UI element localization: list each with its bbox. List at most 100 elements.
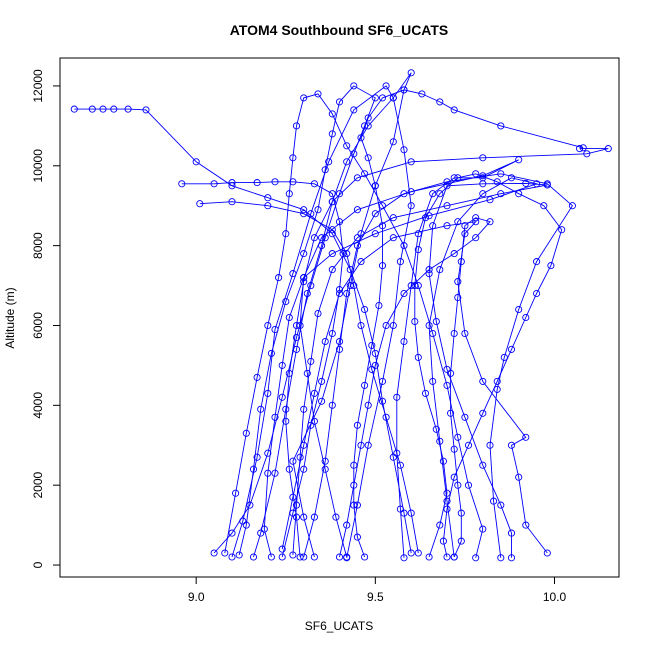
data-point xyxy=(547,262,555,270)
series-line xyxy=(213,85,376,556)
data-point xyxy=(228,198,236,206)
data-point xyxy=(389,234,397,242)
data-point xyxy=(282,297,290,306)
x-tick-label: 9.5 xyxy=(367,590,384,604)
data-point xyxy=(479,409,487,417)
data-point xyxy=(350,106,358,114)
data-point xyxy=(479,190,487,198)
data-point xyxy=(389,214,397,222)
data-point xyxy=(400,554,408,562)
data-point xyxy=(443,365,451,373)
data-point xyxy=(343,521,351,529)
data-point xyxy=(343,250,351,258)
data-point xyxy=(228,553,236,561)
series-line xyxy=(231,85,412,558)
data-point xyxy=(486,196,494,204)
data-point xyxy=(368,341,376,349)
data-point xyxy=(371,361,379,369)
series-15 xyxy=(350,86,587,561)
data-point xyxy=(253,179,261,187)
data-point xyxy=(353,174,361,182)
data-point xyxy=(407,282,415,290)
data-point xyxy=(364,114,372,122)
data-point xyxy=(361,305,369,314)
data-point xyxy=(253,453,261,461)
data-point xyxy=(389,138,397,146)
data-point xyxy=(479,461,487,469)
plot-frame xyxy=(59,57,620,578)
data-point xyxy=(328,250,336,258)
data-point xyxy=(407,69,415,77)
data-point xyxy=(497,170,505,178)
series-11 xyxy=(289,179,551,562)
data-point xyxy=(350,282,358,290)
data-point xyxy=(382,413,390,421)
data-point xyxy=(375,301,383,310)
data-point xyxy=(257,529,265,537)
series-line xyxy=(224,93,484,558)
data-point xyxy=(328,329,336,338)
data-point xyxy=(221,549,229,557)
data-point xyxy=(414,353,422,361)
data-point xyxy=(407,509,415,517)
data-point xyxy=(507,554,516,562)
data-point xyxy=(328,401,336,409)
data-point xyxy=(267,553,275,561)
data-point xyxy=(497,190,505,198)
data-point xyxy=(300,94,308,102)
data-point xyxy=(343,289,351,298)
data-point xyxy=(486,218,494,226)
data-point xyxy=(242,521,250,529)
data-point xyxy=(479,377,487,385)
data-point xyxy=(497,122,505,130)
data-point xyxy=(439,457,447,465)
data-point xyxy=(307,282,315,290)
data-point xyxy=(429,190,437,198)
data-point xyxy=(353,206,361,214)
data-point xyxy=(289,178,297,186)
data-point xyxy=(253,373,261,381)
data-point xyxy=(285,313,293,322)
data-point xyxy=(457,537,465,545)
data-point xyxy=(278,361,286,369)
data-point xyxy=(307,357,315,365)
data-point xyxy=(407,158,415,166)
series-line xyxy=(281,221,548,554)
data-point xyxy=(443,222,451,230)
data-point xyxy=(515,190,523,198)
data-point xyxy=(443,202,451,210)
data-point xyxy=(421,389,430,397)
data-point xyxy=(300,250,308,258)
y-tick-label: 6000 xyxy=(31,312,45,339)
data-point xyxy=(303,369,311,377)
data-point xyxy=(436,266,444,274)
data-point xyxy=(282,405,290,413)
y-tick-label: 12000 xyxy=(31,69,45,103)
data-point xyxy=(328,190,336,198)
data-point xyxy=(378,94,387,102)
data-point xyxy=(447,409,455,417)
data-point xyxy=(296,453,304,461)
data-point xyxy=(314,309,322,318)
data-point xyxy=(289,509,297,517)
data-point xyxy=(278,393,286,401)
data-point xyxy=(450,329,458,338)
data-point xyxy=(335,345,344,353)
data-point xyxy=(228,529,236,537)
series-12 xyxy=(196,198,422,557)
data-point xyxy=(321,166,329,174)
x-tick-label: 9.0 xyxy=(188,590,205,604)
data-point xyxy=(472,214,480,222)
series-line xyxy=(299,159,519,558)
data-point xyxy=(264,202,272,210)
data-point xyxy=(457,509,465,517)
data-point xyxy=(335,98,344,106)
data-point xyxy=(300,465,308,473)
data-point xyxy=(271,413,279,421)
y-tick-label: 10000 xyxy=(31,149,45,183)
data-point xyxy=(454,218,462,226)
data-point xyxy=(357,321,365,330)
data-point xyxy=(350,82,358,90)
